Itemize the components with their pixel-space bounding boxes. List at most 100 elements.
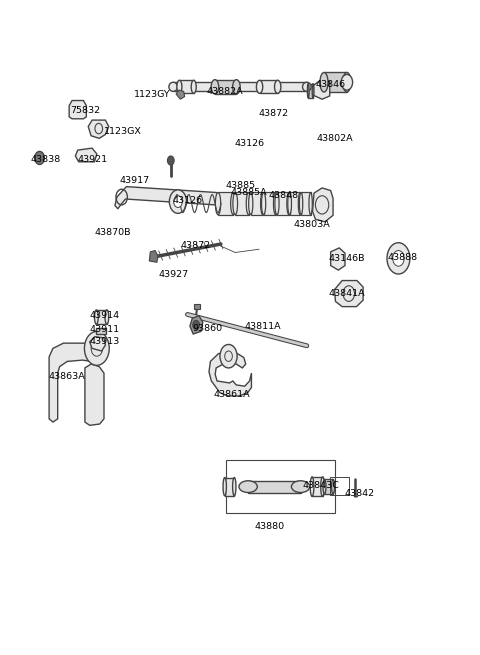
Polygon shape: [75, 148, 97, 162]
Bar: [260, 81, 278, 94]
Text: 43927: 43927: [159, 269, 189, 278]
Text: 43911: 43911: [90, 325, 120, 334]
Bar: [301, 193, 311, 215]
Text: 43885A: 43885A: [230, 188, 267, 197]
Circle shape: [169, 190, 187, 214]
Text: 43863A: 43863A: [48, 372, 85, 381]
Text: 43842: 43842: [344, 489, 374, 498]
Bar: [308, 84, 313, 98]
Ellipse shape: [332, 479, 335, 494]
Polygon shape: [69, 100, 86, 119]
Ellipse shape: [343, 73, 351, 92]
Text: 43917: 43917: [119, 176, 149, 185]
Text: 75832: 75832: [71, 107, 101, 115]
Bar: [330, 477, 349, 495]
Circle shape: [220, 345, 237, 368]
Bar: [235, 193, 249, 215]
Ellipse shape: [309, 193, 312, 215]
Bar: [218, 193, 233, 215]
Ellipse shape: [223, 477, 227, 496]
Text: 43885: 43885: [226, 181, 256, 190]
Polygon shape: [85, 364, 104, 425]
Ellipse shape: [323, 479, 326, 494]
Polygon shape: [335, 280, 363, 307]
Ellipse shape: [211, 80, 219, 94]
Polygon shape: [176, 90, 185, 99]
Ellipse shape: [191, 81, 196, 94]
Text: 43843C: 43843C: [302, 481, 339, 490]
Ellipse shape: [233, 477, 236, 496]
Ellipse shape: [169, 83, 178, 92]
Text: 43146B: 43146B: [328, 254, 365, 263]
Text: 43838: 43838: [31, 155, 61, 164]
Ellipse shape: [249, 193, 253, 215]
Text: 1123GY: 1123GY: [134, 90, 171, 98]
Bar: [277, 193, 289, 215]
Ellipse shape: [310, 477, 314, 496]
Bar: [96, 310, 107, 324]
Ellipse shape: [262, 193, 266, 215]
Polygon shape: [190, 316, 203, 334]
Ellipse shape: [300, 193, 303, 215]
Text: 93860: 93860: [192, 324, 222, 333]
Ellipse shape: [320, 73, 328, 92]
Ellipse shape: [246, 193, 251, 215]
Polygon shape: [49, 343, 97, 422]
Text: 43880: 43880: [254, 522, 285, 531]
Circle shape: [341, 75, 353, 90]
Ellipse shape: [288, 193, 291, 215]
Ellipse shape: [256, 81, 263, 94]
Ellipse shape: [312, 84, 314, 98]
Text: 43870B: 43870B: [95, 229, 131, 237]
Ellipse shape: [177, 81, 182, 94]
Ellipse shape: [233, 193, 238, 215]
Text: 43126: 43126: [234, 139, 264, 148]
Text: 43888: 43888: [388, 253, 418, 262]
Polygon shape: [88, 120, 109, 138]
Bar: [251, 193, 263, 215]
Bar: [248, 481, 300, 493]
Polygon shape: [311, 80, 330, 99]
Bar: [324, 73, 347, 92]
Text: 43914: 43914: [90, 311, 120, 320]
Text: 43802A: 43802A: [316, 134, 353, 143]
Ellipse shape: [233, 80, 240, 94]
Polygon shape: [194, 304, 200, 309]
Bar: [264, 193, 276, 215]
Ellipse shape: [275, 193, 279, 215]
Ellipse shape: [291, 481, 310, 493]
Polygon shape: [149, 251, 158, 262]
Ellipse shape: [261, 193, 265, 215]
Bar: [226, 460, 336, 514]
Ellipse shape: [298, 193, 302, 215]
Polygon shape: [209, 352, 252, 396]
Ellipse shape: [302, 83, 311, 92]
Ellipse shape: [275, 81, 281, 94]
Bar: [312, 477, 323, 496]
Text: 43811A: 43811A: [245, 322, 281, 331]
Circle shape: [84, 331, 109, 365]
Text: 1123GX: 1123GX: [104, 127, 142, 136]
Text: 43921: 43921: [78, 155, 108, 164]
Bar: [180, 81, 194, 94]
Text: 43803A: 43803A: [293, 220, 330, 229]
Polygon shape: [115, 187, 221, 209]
Ellipse shape: [321, 477, 324, 496]
Bar: [289, 193, 300, 215]
Polygon shape: [331, 248, 345, 270]
Circle shape: [35, 151, 44, 164]
Text: 43913: 43913: [90, 337, 120, 346]
Text: 43861A: 43861A: [214, 390, 251, 398]
Text: 43882A: 43882A: [206, 87, 243, 96]
Ellipse shape: [95, 310, 98, 324]
Circle shape: [174, 196, 182, 208]
Ellipse shape: [287, 193, 291, 215]
Circle shape: [393, 251, 404, 266]
Ellipse shape: [216, 193, 221, 215]
Ellipse shape: [231, 193, 236, 215]
Text: 43872: 43872: [180, 242, 210, 250]
Text: 43126: 43126: [172, 196, 203, 205]
Circle shape: [193, 320, 199, 329]
Bar: [324, 479, 333, 494]
Bar: [215, 80, 237, 94]
